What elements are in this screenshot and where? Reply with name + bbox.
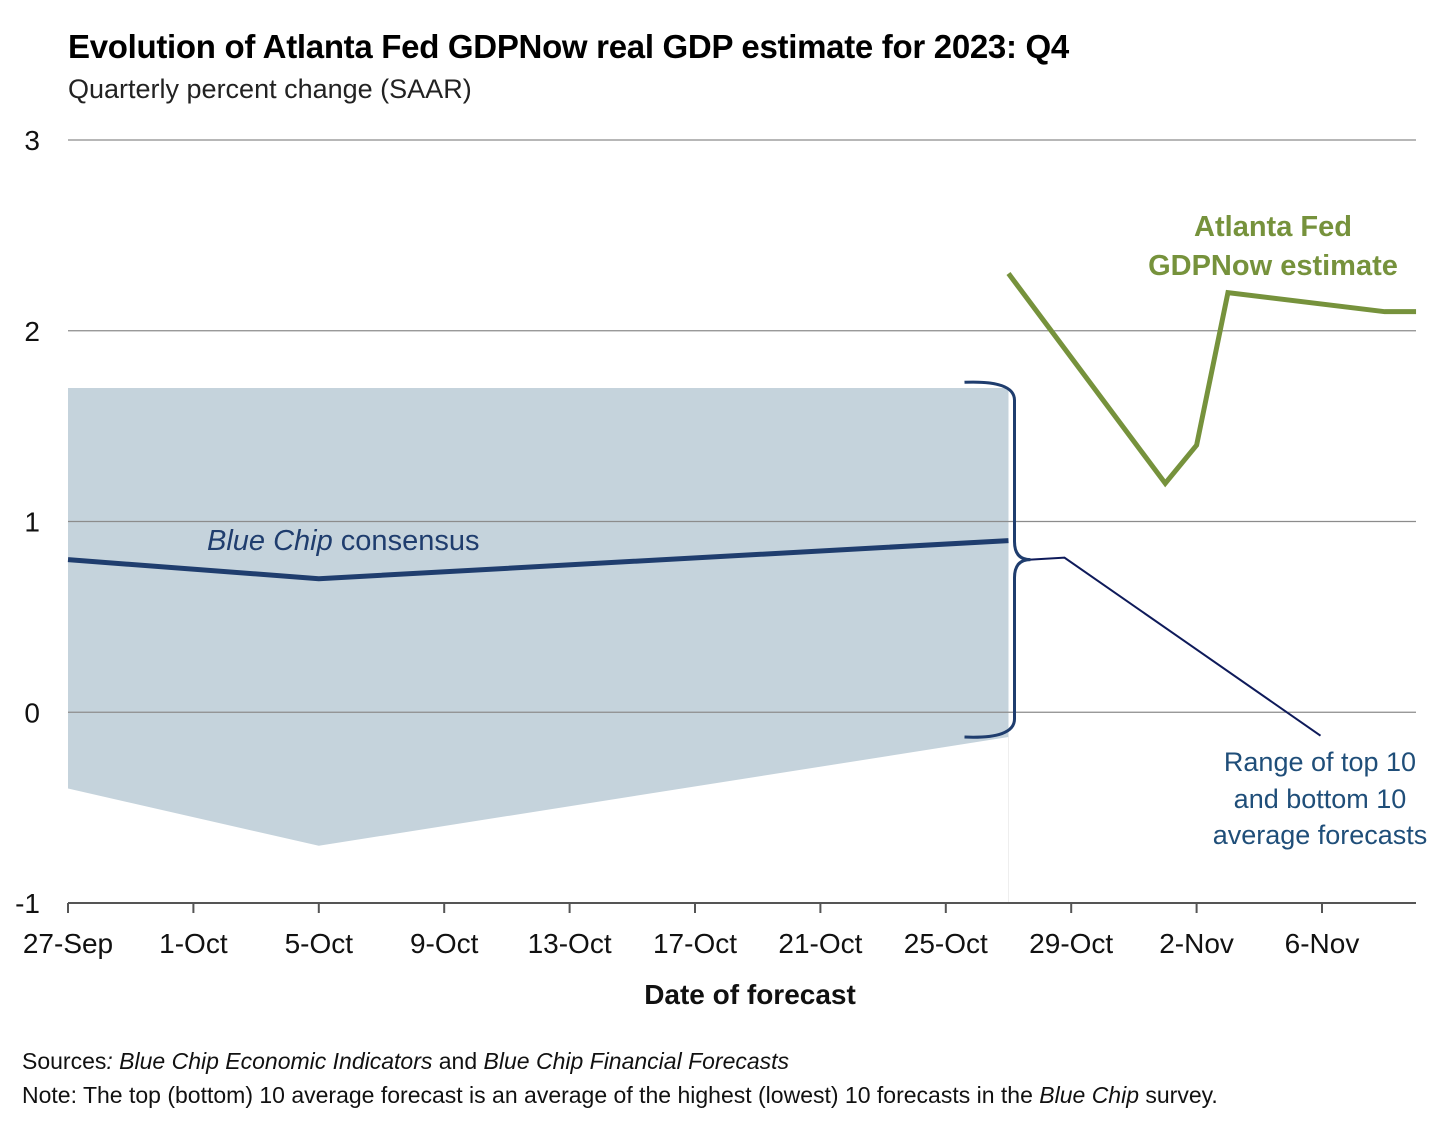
note-part2: survey.	[1139, 1082, 1218, 1108]
range-band-layer	[68, 387, 1009, 903]
axis-layer: -1 0 1 2 3 27-Sep 1-Oct 5-Oct 9-Oct 13-Oct 17-Oct 2…	[15, 125, 1416, 1010]
sources-part2: Blue Chip Financial Forecasts	[483, 1048, 790, 1074]
gdpnow-label-line2: GDPNow estimate	[1148, 250, 1398, 282]
y-tick-label: 0	[24, 697, 40, 728]
x-tick-label: 25-Oct	[904, 928, 988, 959]
note-italic: Blue Chip	[1039, 1082, 1139, 1108]
x-tick-label: 17-Oct	[653, 928, 737, 959]
atlanta-fed-gdpnow-estimate-line	[1006, 272, 1417, 488]
x-tick-label: 29-Oct	[1029, 928, 1113, 959]
range-leader-line	[1030, 556, 1322, 737]
consensus-label: Blue Chip consensus	[207, 525, 479, 557]
x-tick-label: 1-Oct	[159, 928, 228, 959]
x-tick-label: 2-Nov	[1159, 928, 1234, 959]
y-tick-label: 1	[24, 507, 40, 538]
sources-colon: :	[106, 1048, 113, 1074]
blue-chip-consensus-line	[67, 538, 1009, 582]
gdpnow-label-line1: Atlanta Fed	[1194, 211, 1352, 243]
annotation-layer: Atlanta Fed GDPNow estimate Blue Chip cons…	[207, 211, 1427, 850]
consensus-label-italic: Blue Chip	[207, 525, 333, 557]
x-tick-label: 13-Oct	[528, 928, 612, 959]
y-tick-label: 3	[24, 125, 40, 156]
range-label-line1: Range of top 10	[1224, 747, 1416, 777]
grid-layer	[68, 139, 1416, 713]
note-part1: The top (bottom) 10 average forecast is …	[76, 1082, 1040, 1108]
sources-and: and	[432, 1048, 484, 1074]
sources-part1: Blue Chip Economic Indicators	[119, 1048, 433, 1074]
range-label-line3: average forecasts	[1213, 820, 1428, 850]
y-tick-label: -1	[15, 888, 40, 919]
y-tick-label: 2	[24, 316, 40, 347]
x-tick-label: 5-Oct	[285, 928, 354, 959]
x-tick-label: 6-Nov	[1285, 928, 1360, 959]
x-tick-label: 21-Oct	[778, 928, 862, 959]
consensus-label-rest: consensus	[333, 525, 480, 557]
series-layer	[67, 272, 1417, 582]
x-axis-title: Date of forecast	[644, 979, 856, 1010]
gdpnow-chart: -1 0 1 2 3 27-Sep 1-Oct 5-Oct 9-Oct 13-Oct 17-Oct 2…	[15, 125, 1427, 1010]
x-tick-label: 9-Oct	[410, 928, 479, 959]
sources-note: Sources: Blue Chip Economic Indicators a…	[22, 1048, 789, 1075]
sources-label: Sources	[22, 1048, 107, 1074]
chart-subtitle: Quarterly percent change (SAAR)	[68, 74, 472, 104]
x-tick-label: 27-Sep	[23, 928, 113, 959]
range-band	[68, 387, 1009, 846]
chart-title: Evolution of Atlanta Fed GDPNow real GDP…	[68, 28, 1069, 65]
range-label-line2: and bottom 10	[1234, 784, 1407, 814]
footnote: Note: The top (bottom) 10 average foreca…	[22, 1082, 1218, 1109]
note-label: Note:	[22, 1082, 77, 1108]
